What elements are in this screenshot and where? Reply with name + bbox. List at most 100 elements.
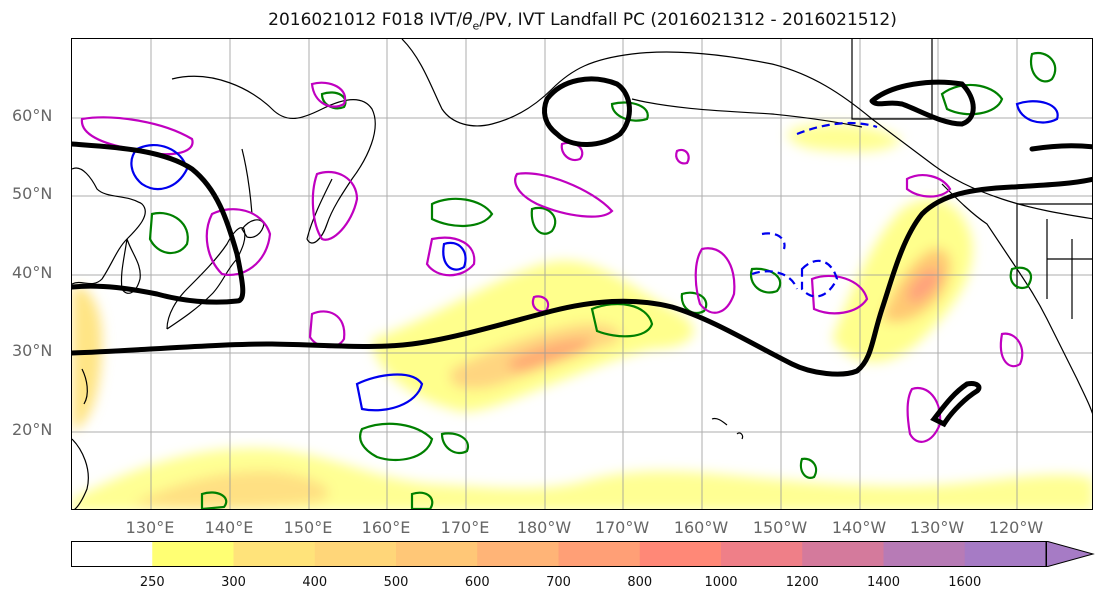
map-title: 2016021012 F018 IVT/θe/PV, IVT Landfall … (0, 10, 1105, 32)
theta-e-contour-4 (425, 236, 476, 277)
landfall-pc-main (72, 176, 1092, 377)
colorbar-cell (314, 541, 397, 567)
boundary-alaska-canada (851, 39, 933, 120)
pv-contour-15 (200, 491, 228, 509)
theta-e-contour-12 (310, 81, 347, 108)
lat-label-50n: 50°N (12, 184, 53, 203)
coastline-japan (166, 227, 246, 330)
theta-e-neg-contour-2 (442, 241, 467, 271)
theta-e-contour-6 (308, 310, 346, 349)
title-suffix: /PV, IVT Landfall PC (2016021312 - 20160… (479, 10, 897, 30)
lat-label-30n: 30°N (12, 341, 53, 360)
coastline-taiwan (81, 368, 88, 405)
colorbar-cell (721, 541, 803, 567)
lat-label-20n: 20°N (12, 420, 53, 439)
landfall-pc-west (72, 141, 246, 305)
lon-label-130e: 130°E (125, 518, 175, 537)
ivt-shading (72, 123, 1092, 509)
ivt-west-edge (72, 286, 102, 429)
colorbar-cell (233, 541, 316, 567)
lon-label-140e: 140°E (204, 518, 254, 537)
landfall-pc-northeast (1029, 143, 1092, 152)
colorbar-cell (477, 541, 559, 567)
boundary-canada-usa (1016, 203, 1092, 319)
pv-contour-12 (320, 91, 347, 110)
colorbar-cell (964, 541, 1047, 567)
theta-e-neg-contour-8 (761, 232, 786, 250)
landfall-pc-contours (72, 76, 1092, 428)
theta-e-contour-10 (999, 332, 1024, 368)
pv-contour-4 (680, 291, 708, 315)
colorbar-level-label: 1200 (785, 575, 819, 590)
title-prefix: 2016021012 F018 IVT/ (268, 10, 463, 30)
theta-e-contour-9 (906, 386, 942, 443)
theta-e-neg-contour-4 (1015, 100, 1059, 124)
pv-contour-1 (430, 197, 494, 228)
pv-contour-14 (799, 457, 818, 479)
landfall-pc-gulf-loop (869, 79, 976, 127)
lon-label-130w: 130°W (909, 518, 965, 537)
ivt-max-northeast-pacific (907, 268, 941, 304)
colorbar-level-label: 300 (221, 575, 246, 590)
ivt-max-central-pacific (508, 338, 592, 371)
theta-e-neg-contour-3 (355, 373, 424, 412)
map-panel (71, 38, 1093, 510)
colorbar-level-label: 1000 (704, 575, 738, 590)
lon-label-170e: 170°E (440, 518, 490, 537)
lat-label-40n: 40°N (12, 263, 53, 282)
lon-label-180w: 180°W (516, 518, 572, 537)
colorbar-cell (883, 541, 966, 567)
pv-contour-11 (1029, 51, 1057, 83)
lat-label-60n: 60°N (12, 106, 53, 125)
lon-label-160e: 160°E (361, 518, 411, 537)
theta-e-neg-contour-1 (130, 144, 189, 191)
title-theta: θ (462, 10, 473, 30)
colorbar-cell (152, 541, 234, 567)
coastline-sakhalin (241, 148, 253, 215)
theta-e-contour-5 (514, 172, 614, 218)
lon-label-120w: 120°W (988, 518, 1044, 537)
colorbar-cell (639, 541, 722, 567)
coastline-aleutians (631, 98, 863, 128)
lon-label-150w: 150°W (752, 518, 808, 537)
pv-contour-2 (530, 206, 557, 235)
colorbar-level-label: 500 (383, 575, 409, 590)
landfall-pc-hawaii (930, 381, 982, 428)
coastline-korea (120, 238, 141, 294)
theta-e-contour-1 (80, 116, 194, 156)
theta-e-neg-contour-6 (751, 270, 799, 290)
map-canvas (72, 39, 1092, 509)
colorbar-cell (396, 541, 478, 567)
colorbar-level-label: 700 (546, 575, 571, 590)
theta-e-contour-7 (694, 247, 736, 314)
coastline-alaska (401, 39, 1092, 220)
ivt-gulf-alaska (788, 123, 902, 152)
colorbar-frame (71, 541, 1047, 567)
pv-contour-6 (359, 422, 434, 461)
coastline-philippines (72, 438, 89, 509)
lon-label-140w: 140°W (831, 518, 887, 537)
pv-contour-9 (1009, 266, 1033, 290)
lon-label-160w: 160°W (673, 518, 729, 537)
colorbar-level-label: 1400 (866, 575, 901, 590)
colorbar-cell (802, 541, 884, 567)
pv-contour-8 (148, 211, 189, 255)
theta-e-contour-8 (810, 274, 869, 315)
theta-e-negative-contours (130, 100, 1059, 412)
colorbar-level-label: 800 (627, 575, 653, 590)
coastline-north-america (941, 183, 1092, 415)
colorbar-extend-arrow (1045, 541, 1095, 567)
colorbar-cells (71, 541, 1047, 567)
coastline-east-asia (72, 167, 146, 285)
theta-e-contour-3 (205, 208, 272, 277)
theta-e-contour-2 (311, 170, 359, 241)
pv-contour-16 (410, 491, 434, 509)
theta-e-contour-15 (675, 148, 690, 165)
theta-e-positive-contours (80, 81, 1024, 443)
colorbar-level-label: 1600 (948, 575, 982, 590)
title-theta-subscript: e (472, 19, 480, 33)
pv-contour-7 (440, 432, 470, 455)
theta-e-neg-contour-7 (800, 259, 839, 298)
theta-e-neg-contour-5 (796, 121, 878, 136)
colorbar (71, 541, 1095, 567)
